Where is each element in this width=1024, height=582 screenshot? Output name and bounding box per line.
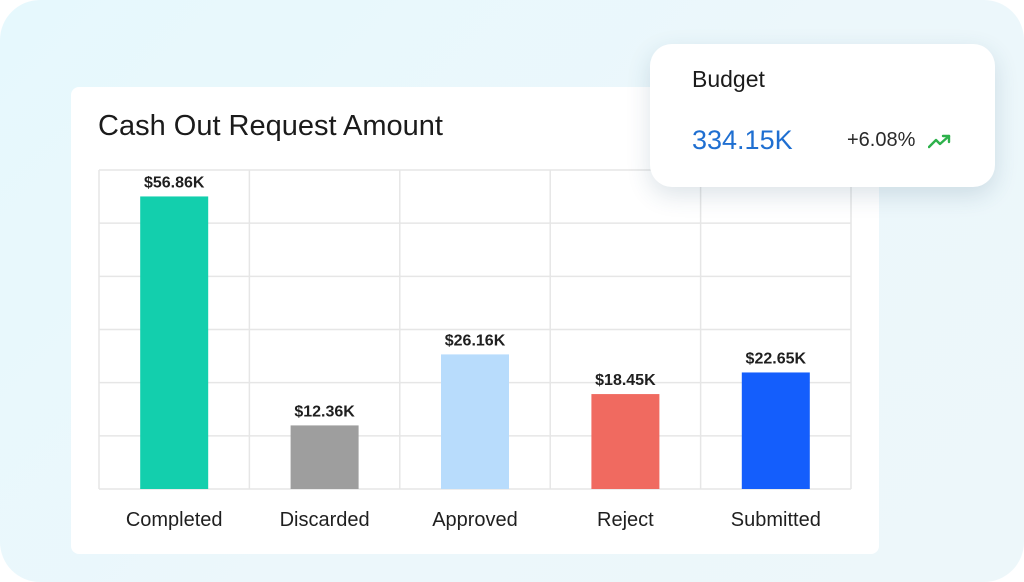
category-label: Completed: [126, 509, 223, 531]
category-label: Discarded: [280, 509, 370, 531]
bar-reject: [591, 394, 660, 489]
bar-value-label: $56.86K: [144, 174, 205, 191]
budget-value: 334.15K: [692, 125, 793, 155]
chart-title: Cash Out Request Amount: [98, 110, 443, 142]
trending-up-icon: [928, 134, 951, 149]
budget-card: Budget 334.15K +6.08%: [650, 44, 995, 187]
chart-bars: [140, 196, 810, 489]
bar-value-label: $22.65K: [746, 350, 807, 367]
budget-change: +6.08%: [847, 129, 916, 151]
budget-label: Budget: [692, 66, 765, 92]
bar-completed: [140, 196, 209, 489]
chart-value-labels: $56.86K $12.36K $26.16K $18.45K $22.65K: [144, 174, 807, 420]
chart-category-labels: Completed Discarded Approved Reject Submitte…: [126, 509, 821, 531]
bar-discarded: [290, 425, 359, 489]
category-label: Submitted: [731, 509, 821, 531]
category-label: Reject: [597, 509, 654, 531]
category-label: Approved: [432, 509, 518, 531]
bar-value-label: $12.36K: [294, 403, 355, 420]
bar-value-label: $26.16K: [445, 332, 506, 349]
bar-approved: [441, 354, 509, 489]
bar-value-label: $18.45K: [595, 372, 656, 389]
bar-submitted: [741, 372, 810, 489]
